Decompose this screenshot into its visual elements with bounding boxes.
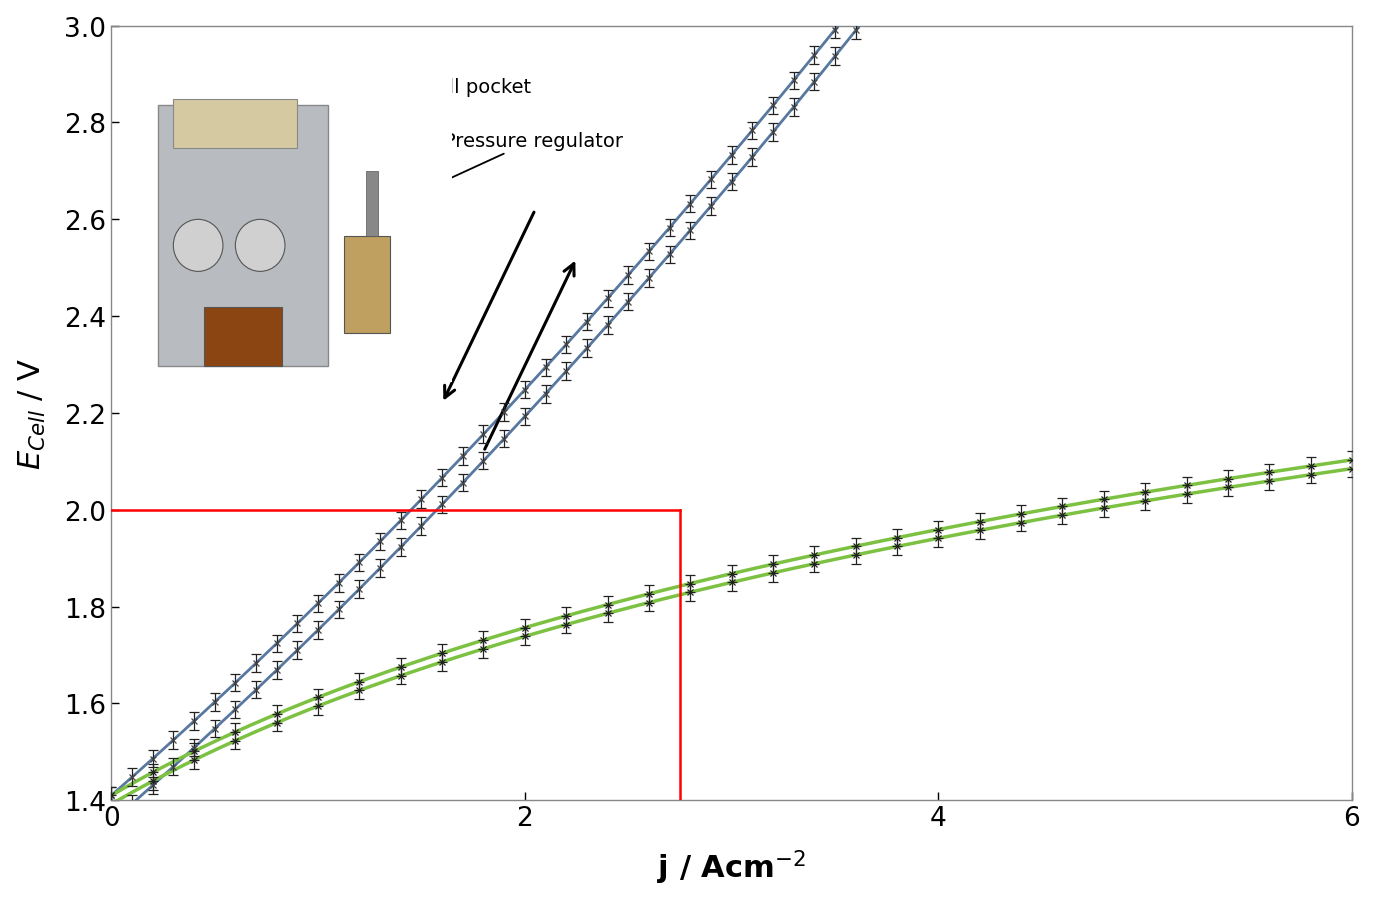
Text: Cell pocket: Cell pocket — [358, 78, 532, 144]
Y-axis label: $E_{Cell}$ / V: $E_{Cell}$ / V — [17, 358, 48, 470]
X-axis label: j / Acm$^{-2}$: j / Acm$^{-2}$ — [657, 848, 806, 887]
Text: Pressure regulator: Pressure regulator — [408, 132, 622, 199]
